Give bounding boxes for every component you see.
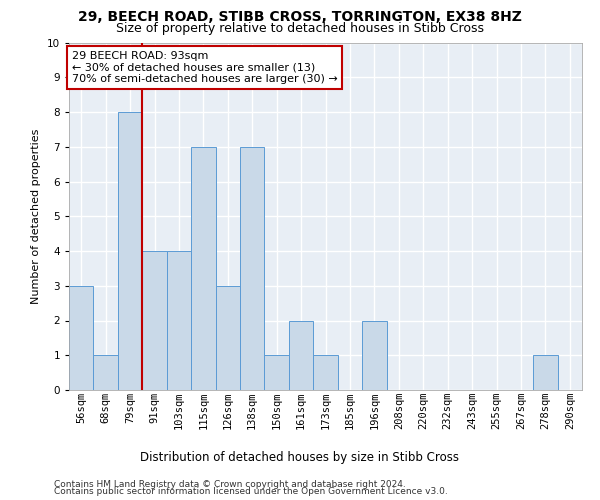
Text: Size of property relative to detached houses in Stibb Cross: Size of property relative to detached ho… — [116, 22, 484, 35]
Bar — [265, 355, 289, 390]
Bar — [533, 355, 557, 390]
Bar — [215, 286, 240, 390]
Text: Contains HM Land Registry data © Crown copyright and database right 2024.: Contains HM Land Registry data © Crown c… — [54, 480, 406, 489]
Bar — [142, 251, 167, 390]
Text: Contains public sector information licensed under the Open Government Licence v3: Contains public sector information licen… — [54, 487, 448, 496]
Y-axis label: Number of detached properties: Number of detached properties — [31, 128, 41, 304]
Bar — [240, 147, 265, 390]
Bar — [362, 320, 386, 390]
Text: Distribution of detached houses by size in Stibb Cross: Distribution of detached houses by size … — [140, 451, 460, 464]
Bar — [289, 320, 313, 390]
Bar — [94, 355, 118, 390]
Bar — [167, 251, 191, 390]
Bar — [69, 286, 94, 390]
Text: 29 BEECH ROAD: 93sqm
← 30% of detached houses are smaller (13)
70% of semi-detac: 29 BEECH ROAD: 93sqm ← 30% of detached h… — [71, 51, 337, 84]
Bar — [191, 147, 215, 390]
Bar — [313, 355, 338, 390]
Text: 29, BEECH ROAD, STIBB CROSS, TORRINGTON, EX38 8HZ: 29, BEECH ROAD, STIBB CROSS, TORRINGTON,… — [78, 10, 522, 24]
Bar — [118, 112, 142, 390]
